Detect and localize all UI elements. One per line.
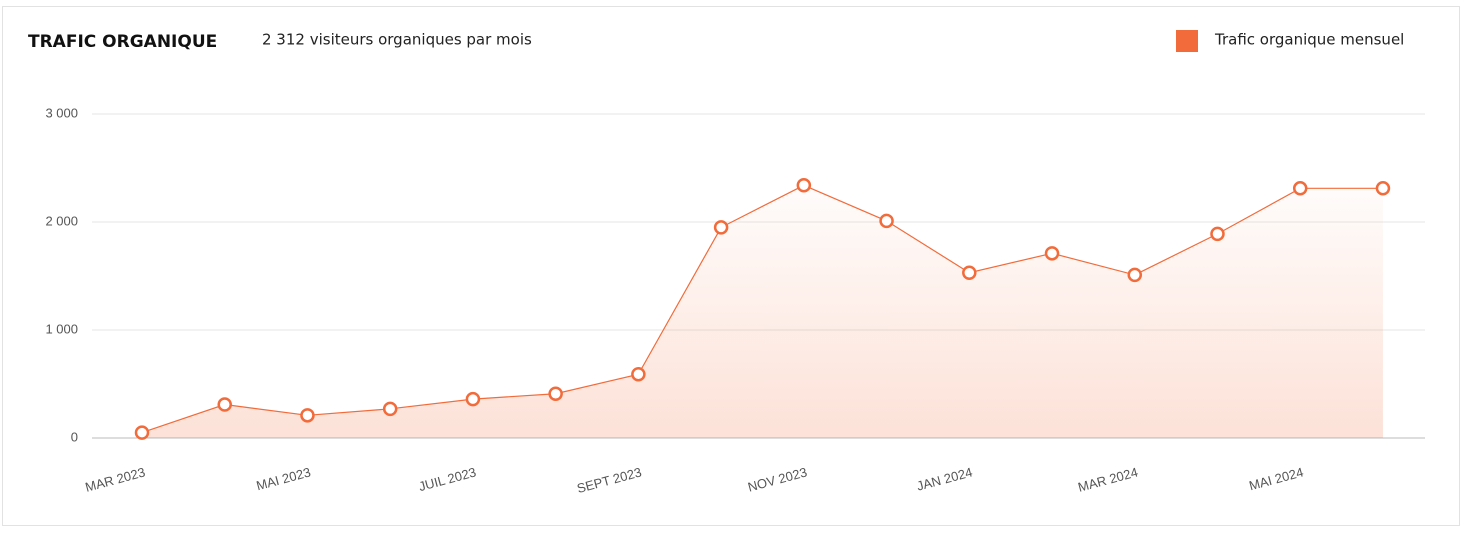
point: [382, 401, 398, 417]
point: [713, 220, 729, 235]
chart-subtitle: 2 312 visiteurs organiques par mois: [262, 31, 532, 49]
point: [1127, 267, 1143, 283]
y-tick-label: 3 000: [45, 105, 78, 120]
point: [1210, 226, 1225, 242]
point: [631, 367, 646, 382]
point: [300, 408, 315, 423]
legend-label: Trafic organique mensuel: [1214, 31, 1404, 49]
point: [962, 265, 977, 281]
point: [217, 397, 232, 412]
point: [796, 178, 812, 193]
y-tick-label: 2 000: [45, 213, 78, 228]
point: [879, 213, 894, 229]
chart-title: TRAFIC ORGANIQUE: [28, 32, 217, 52]
point: [465, 391, 481, 407]
y-tick-label: 0: [71, 429, 78, 444]
line: [141, 184, 1383, 434]
point: [134, 425, 150, 440]
legend-swatch: [1176, 30, 1198, 52]
point: [1292, 181, 1308, 196]
y-tick-label: 1 000: [45, 321, 78, 336]
point: [1044, 246, 1060, 261]
area: [142, 185, 1383, 438]
point: [1375, 181, 1391, 196]
point: [548, 386, 563, 401]
